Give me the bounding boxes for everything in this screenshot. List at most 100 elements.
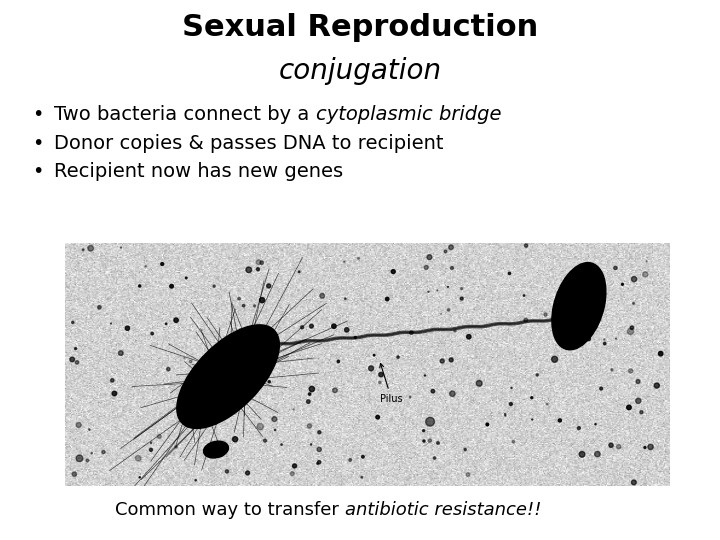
Point	[442, 282, 454, 291]
Point	[208, 282, 220, 291]
Point	[130, 336, 142, 345]
Point	[463, 333, 474, 341]
Point	[288, 405, 300, 414]
Point	[294, 267, 305, 276]
Point	[344, 456, 356, 464]
Point	[312, 459, 323, 468]
Point	[134, 473, 145, 482]
Point	[304, 422, 315, 430]
Point	[418, 437, 430, 445]
Point	[196, 398, 207, 407]
Point	[181, 274, 192, 282]
Point	[628, 478, 639, 487]
Point	[549, 355, 560, 363]
Point	[338, 258, 350, 266]
Text: Sexual Reproduction: Sexual Reproduction	[182, 14, 538, 43]
Point	[590, 420, 601, 429]
Point	[314, 428, 325, 437]
Point	[122, 324, 133, 333]
Point	[328, 322, 340, 330]
Point	[456, 294, 467, 303]
Point	[353, 254, 364, 262]
Point	[645, 443, 657, 451]
Point	[242, 469, 253, 477]
Point	[598, 335, 610, 344]
Point	[215, 451, 227, 460]
Point	[98, 448, 109, 456]
Point	[256, 296, 268, 305]
Point	[276, 440, 287, 449]
Point	[73, 421, 84, 429]
Point	[592, 450, 603, 458]
Point	[505, 383, 517, 392]
Text: •: •	[32, 162, 44, 181]
Point	[431, 286, 443, 295]
Point	[256, 258, 267, 267]
Point	[459, 446, 471, 454]
Point	[304, 390, 315, 399]
Point	[482, 420, 493, 429]
Point	[632, 377, 644, 386]
Point	[115, 243, 127, 252]
Point	[179, 354, 190, 362]
Point	[85, 244, 96, 253]
Text: Two bacteria connect by a: Two bacteria connect by a	[54, 105, 315, 124]
Ellipse shape	[177, 325, 279, 428]
Ellipse shape	[552, 262, 606, 350]
Point	[84, 425, 95, 434]
Point	[146, 329, 158, 338]
Point	[374, 378, 385, 387]
Point	[423, 253, 435, 261]
Point	[259, 436, 271, 445]
Point	[606, 366, 618, 374]
Point	[570, 282, 582, 291]
Point	[252, 265, 264, 274]
Point	[424, 417, 436, 426]
Text: •: •	[32, 134, 44, 153]
Point	[115, 349, 127, 357]
Point	[387, 267, 399, 276]
Point	[382, 295, 393, 303]
Point	[78, 246, 89, 254]
Point	[427, 387, 438, 395]
Point	[237, 341, 248, 349]
Point	[357, 453, 369, 461]
Point	[446, 389, 458, 398]
Point	[613, 442, 624, 451]
Point	[629, 275, 640, 284]
Point	[424, 436, 436, 445]
Point	[405, 328, 417, 337]
Point	[305, 440, 317, 449]
Point	[576, 450, 588, 458]
Point	[392, 353, 404, 361]
Point	[573, 424, 585, 433]
Point	[419, 371, 431, 380]
Point	[306, 322, 318, 330]
Point	[624, 403, 635, 411]
Point	[474, 379, 485, 388]
Point	[499, 410, 510, 418]
Point	[482, 420, 493, 429]
Point	[67, 318, 78, 327]
Point	[313, 458, 325, 467]
Point	[166, 282, 177, 291]
Point	[185, 357, 197, 366]
Point	[81, 456, 93, 465]
Point	[287, 469, 298, 478]
Point	[655, 349, 667, 358]
Point	[134, 282, 145, 291]
Point	[249, 301, 261, 310]
Point	[617, 280, 629, 289]
Point	[105, 319, 117, 328]
Point	[313, 445, 325, 454]
Point	[233, 294, 245, 303]
Point	[153, 432, 165, 441]
Point	[505, 400, 517, 408]
Point	[365, 364, 377, 373]
Point	[429, 454, 441, 462]
Text: Recipient now has new genes: Recipient now has new genes	[54, 162, 343, 181]
Point	[369, 351, 380, 360]
Point	[243, 266, 254, 274]
Point	[436, 357, 448, 366]
Point	[329, 386, 341, 395]
